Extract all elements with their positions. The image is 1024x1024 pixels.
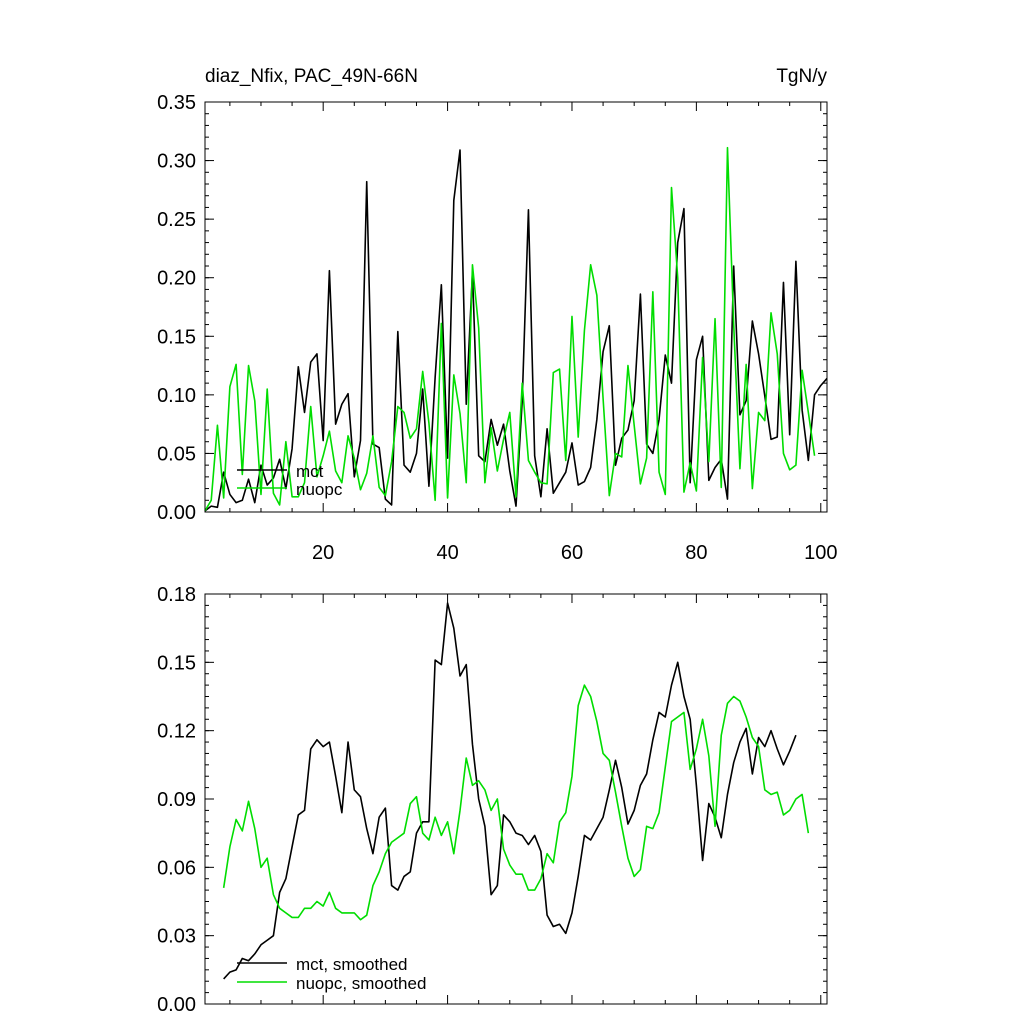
x-tick-label: 40 xyxy=(436,542,458,564)
bottom-legend: mct, smoothed nuopc, smoothed xyxy=(237,955,426,993)
top-plot-frame xyxy=(204,101,828,513)
y-tick-label: 0.09 xyxy=(157,789,196,811)
top-chart-panel: diaz_Nfix, PAC_49N-66N TgN/y 0.00 0.05 0.1… xyxy=(157,66,837,564)
legend-nuopc-smoothed-label: nuopc, smoothed xyxy=(296,974,426,993)
top-series-lines xyxy=(204,146,828,512)
x-tick-label: 80 xyxy=(685,542,707,564)
y-tick-label: 0.30 xyxy=(157,151,196,173)
bottom-plot-frame xyxy=(204,593,828,1005)
y-tick-label: 0.15 xyxy=(157,326,196,348)
series-line-nuopc xyxy=(204,146,816,512)
y-tick-label: 0.05 xyxy=(157,443,196,465)
y-tick-label: 0.10 xyxy=(157,385,196,407)
x-tick-label: 20 xyxy=(312,542,334,564)
legend-nuopc-label: nuopc xyxy=(296,480,343,499)
x-tick-label: 60 xyxy=(561,542,583,564)
bottom-series-lines xyxy=(222,602,810,980)
bottom-axis-tick-labels: 0.00 0.03 0.06 0.09 0.12 0.15 0.18 xyxy=(157,584,196,1016)
y-tick-label: 0.25 xyxy=(157,209,196,231)
series-line-mct xyxy=(204,149,828,512)
top-axis-tick-labels: 0.00 0.05 0.10 0.15 0.20 0.25 0.30 0.35 20 40 60 80… xyxy=(157,92,837,564)
legend-mct-label: mct xyxy=(296,462,324,481)
top-legend: mct nuopc xyxy=(237,462,343,499)
y-tick-label: 0.12 xyxy=(157,721,196,743)
y-tick-label: 0.06 xyxy=(157,857,196,879)
units-label: TgN/y xyxy=(776,66,827,87)
series-line-mct-smoothed xyxy=(223,602,797,980)
y-tick-label: 0.18 xyxy=(157,584,196,606)
chart-title: diaz_Nfix, PAC_49N-66N xyxy=(205,66,418,87)
y-tick-label: 0.03 xyxy=(157,926,196,948)
y-tick-label: 0.20 xyxy=(157,268,196,290)
y-tick-label: 0.00 xyxy=(157,502,196,524)
legend-mct-smoothed-label: mct, smoothed xyxy=(296,955,408,974)
series-line-nuopc-smoothed xyxy=(222,684,810,921)
y-tick-label: 0.15 xyxy=(157,652,196,674)
y-tick-label: 0.35 xyxy=(157,92,196,114)
bottom-chart-panel: 0.00 0.03 0.06 0.09 0.12 0.15 0.18 mct, smooth… xyxy=(157,584,828,1016)
x-tick-label: 100 xyxy=(804,542,837,564)
y-tick-label: 0.00 xyxy=(157,994,196,1016)
